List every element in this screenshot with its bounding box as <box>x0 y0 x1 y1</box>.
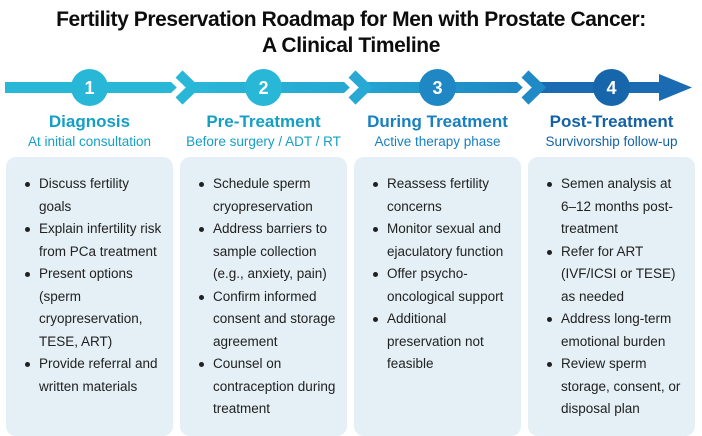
stage-number-3: 3 <box>432 78 442 98</box>
timeline-arrowhead-3 <box>521 70 547 105</box>
bullet-list: Reassess fertility concerns Monitor sexu… <box>366 173 513 376</box>
list-item: Monitor sexual and ejaculatory function <box>366 218 513 263</box>
timeline-gap-chevron-3 <box>512 70 538 105</box>
page-title: Fertility Preservation Roadmap for Men w… <box>0 0 702 59</box>
stage-subtitle-post-treatment: Survivorship follow-up <box>545 134 678 149</box>
list-item: Schedule sperm cryopreservation <box>192 173 339 218</box>
list-item: Explain infertility risk from PCa treatm… <box>18 218 165 263</box>
list-item: Refer for ART (IVF/ICSI or TESE) as need… <box>540 241 687 309</box>
stage-subtitle-diagnosis: At initial consultation <box>27 134 152 149</box>
list-item: Additional preservation not feasible <box>366 308 513 376</box>
stage-circle-3 <box>419 69 456 106</box>
bullet-list: Semen analysis at 6–12 months post-treat… <box>540 173 687 421</box>
stage-column-during-treatment: During Treatment Active therapy phase Re… <box>354 112 521 436</box>
stage-column-diagnosis: Diagnosis At initial consultation Discus… <box>6 112 173 436</box>
stage-card-post-treatment: Semen analysis at 6–12 months post-treat… <box>528 157 695 436</box>
timeline-arrowhead-2 <box>348 70 374 105</box>
list-item: Present options (sperm cryopreservation,… <box>18 263 165 353</box>
list-item: Confirm informed consent and storage agr… <box>192 286 339 354</box>
list-item: Address barriers to sample collection (e… <box>192 218 339 286</box>
timeline-arrowhead-1 <box>175 70 201 105</box>
stage-card-diagnosis: Discuss fertility goals Explain infertil… <box>6 157 173 436</box>
stage-name-during-treatment: During Treatment <box>367 112 508 131</box>
timeline-arrow-graphic: 1 2 3 4 <box>5 69 692 106</box>
stage-name-pre-treatment: Pre-Treatment <box>206 112 321 131</box>
stage-columns: Diagnosis At initial consultation Discus… <box>0 112 702 436</box>
list-item: Counsel on contraception during treatmen… <box>192 353 339 421</box>
stage-number-4: 4 <box>606 78 616 98</box>
list-item: Discuss fertility goals <box>18 173 165 218</box>
stage-subtitle-pre-treatment: Before surgery / ADT / RT <box>186 134 341 149</box>
stage-circle-4 <box>593 69 630 106</box>
list-item: Provide referral and written materials <box>18 353 165 398</box>
list-item: Review sperm storage, consent, or dispos… <box>540 353 687 421</box>
stage-number-1: 1 <box>84 78 94 98</box>
list-item: Semen analysis at 6–12 months post-treat… <box>540 173 687 241</box>
page-title-line-2: A Clinical Timeline <box>262 34 440 57</box>
list-item: Address long-term emotional burden <box>540 308 687 353</box>
list-item: Reassess fertility concerns <box>366 173 513 218</box>
stage-card-during-treatment: Reassess fertility concerns Monitor sexu… <box>354 157 521 436</box>
stage-name-post-treatment: Post-Treatment <box>549 112 674 131</box>
stage-number-2: 2 <box>258 78 268 98</box>
list-item: Offer psycho-oncological support <box>366 263 513 308</box>
stage-subtitle-during-treatment: Active therapy phase <box>374 134 501 149</box>
stage-column-pre-treatment: Pre-Treatment Before surgery / ADT / RT … <box>180 112 347 436</box>
stage-circle-1 <box>71 69 108 106</box>
stage-name-diagnosis: Diagnosis <box>48 112 131 131</box>
timeline-gap-chevron-1 <box>166 70 192 105</box>
stage-circle-2 <box>245 69 282 106</box>
stage-column-post-treatment: Post-Treatment Survivorship follow-up Se… <box>528 112 695 436</box>
bullet-list: Schedule sperm cryopreservation Address … <box>192 173 339 421</box>
timeline-gap-chevron-2 <box>339 70 365 105</box>
page-title-line-1: Fertility Preservation Roadmap for Men w… <box>56 8 646 31</box>
bullet-list: Discuss fertility goals Explain infertil… <box>18 173 165 398</box>
timeline-end-arrowhead <box>659 74 692 101</box>
stage-card-pre-treatment: Schedule sperm cryopreservation Address … <box>180 157 347 436</box>
